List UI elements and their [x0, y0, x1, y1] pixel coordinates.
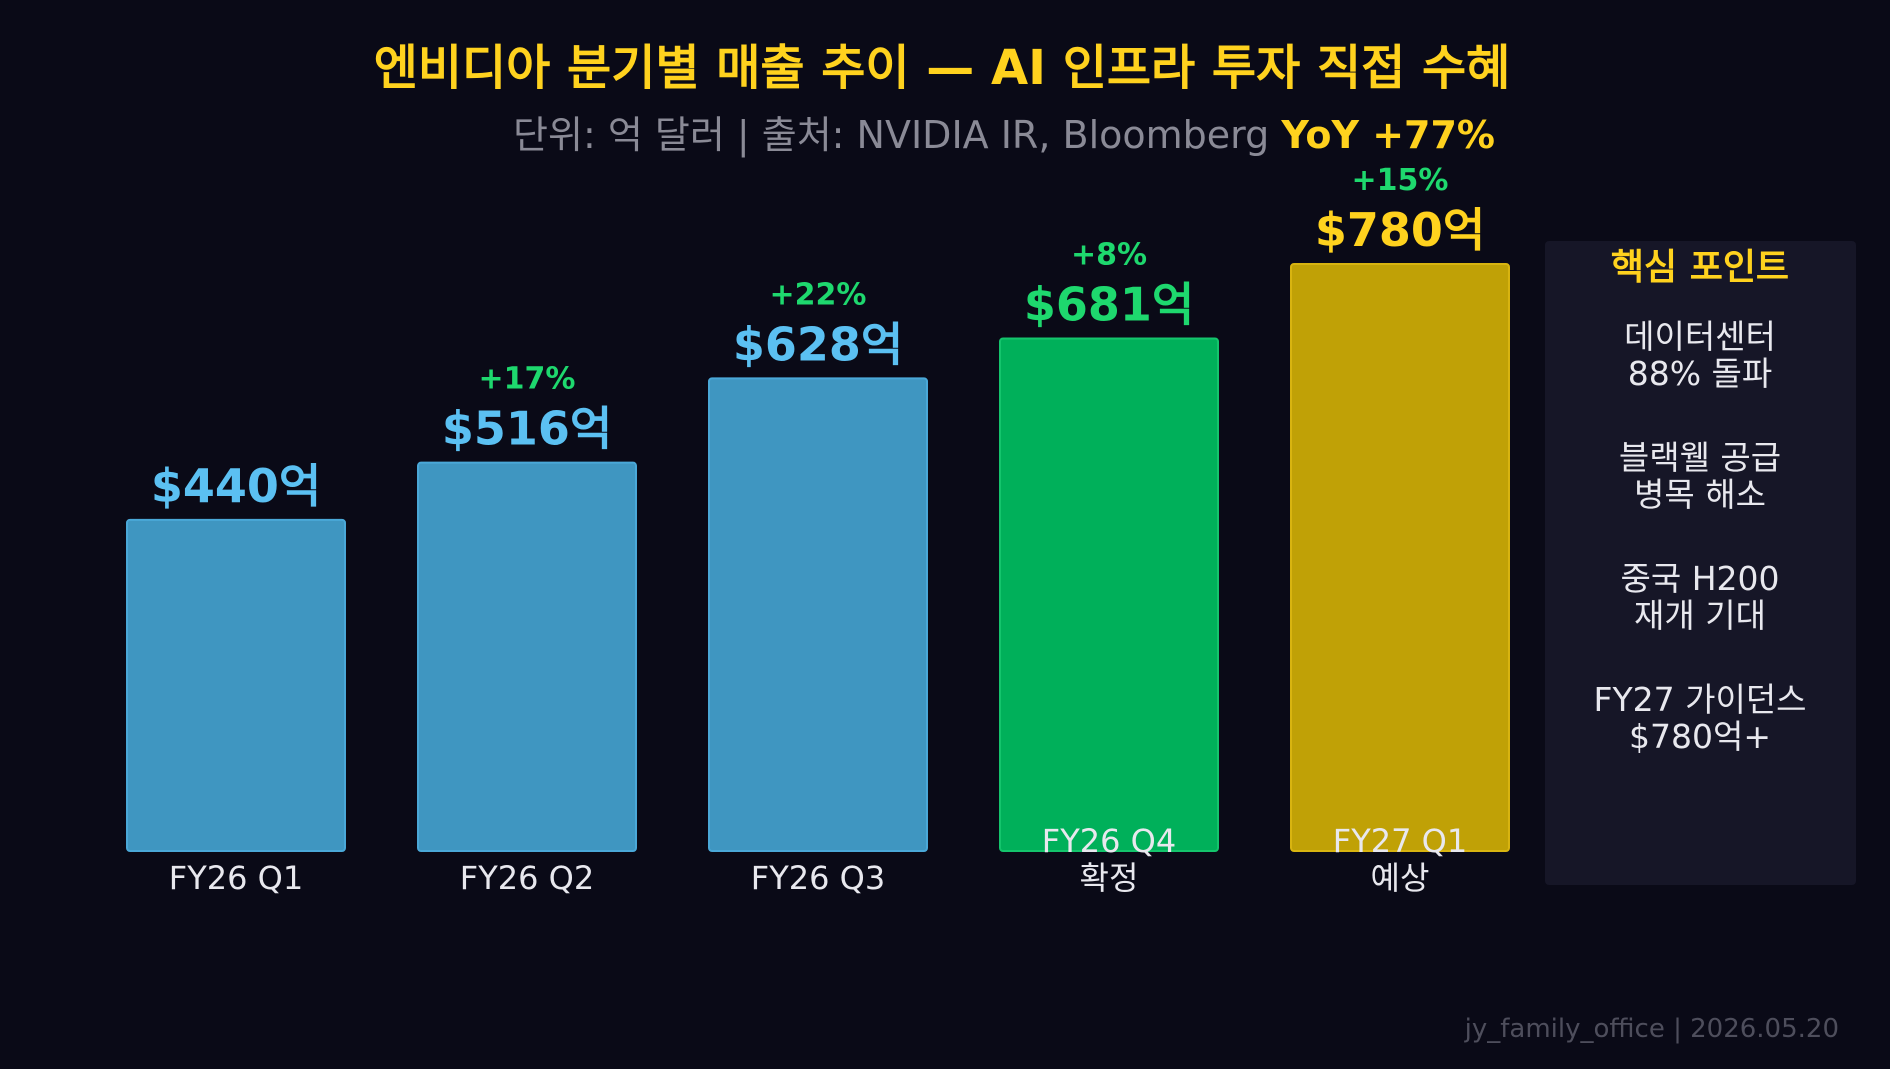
- yoy-label: YoY +77%: [1280, 113, 1495, 157]
- bar: [126, 518, 346, 852]
- bar-value-label: $628억: [733, 317, 903, 371]
- bar: [999, 337, 1219, 852]
- x-tick-sublabel: 확정: [1080, 859, 1139, 897]
- bar: [708, 377, 928, 852]
- bar-growth-label: +8%: [1071, 238, 1147, 273]
- bar-growth-label: +15%: [1352, 163, 1449, 198]
- bar-growth-label: +22%: [770, 277, 867, 312]
- footer-credit: jy_family_office | 2026.05.20: [1464, 1014, 1839, 1044]
- bar-value-label: $780억: [1315, 203, 1485, 257]
- x-tick-label: FY26 Q1: [169, 859, 303, 897]
- key-point-line1: 중국 H200: [1620, 559, 1779, 598]
- bar-value-label: $440억: [151, 459, 321, 513]
- bar: [1290, 263, 1510, 852]
- bar-growth-label: +17%: [479, 362, 576, 397]
- x-tick-label: FY26 Q3: [751, 859, 885, 897]
- key-points-title: 핵심 포인트: [1611, 247, 1789, 288]
- key-point-line2: $780억+: [1629, 717, 1771, 756]
- bar-value-label: $681억: [1024, 278, 1194, 332]
- key-point-line2: 88% 돌파: [1628, 354, 1773, 393]
- key-point-line1: 데이터센터: [1624, 317, 1776, 356]
- x-tick-label: FY27 Q1: [1333, 822, 1467, 860]
- x-tick-label: FY26 Q4: [1042, 822, 1176, 860]
- x-tick-label: FY26 Q2: [460, 859, 594, 897]
- bars-layer: $440억 FY26 Q1 $516억 +17% FY26 Q2 $628억 +22% FY2…: [126, 163, 1510, 897]
- chart-subtitle-line: 단위: 억 달러 | 출처: NVIDIA IR, Bloomberg YoY …: [513, 113, 1495, 158]
- bar-value-label: $516억: [442, 402, 612, 456]
- bar: [417, 461, 637, 852]
- key-point-line2: 재개 기대: [1634, 596, 1766, 635]
- chart-subtitle: 단위: 억 달러 | 출처: NVIDIA IR, Bloomberg: [513, 113, 1269, 158]
- key-point-line1: FY27 가이던스: [1593, 680, 1806, 719]
- x-tick-sublabel: 예상: [1371, 859, 1430, 897]
- key-points-panel: [1545, 241, 1856, 885]
- chart-title: 엔비디아 분기별 매출 추이 — AI 인프라 투자 직접 수혜: [374, 40, 1511, 96]
- key-point-line2: 병목 해소: [1634, 475, 1766, 514]
- key-point-line1: 블랙웰 공급: [1619, 438, 1781, 477]
